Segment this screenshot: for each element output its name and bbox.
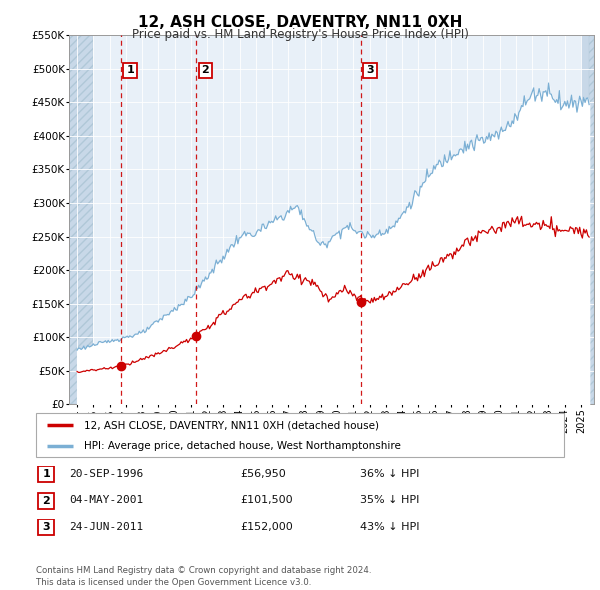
Text: 20-SEP-1996: 20-SEP-1996: [69, 469, 143, 478]
Text: 35% ↓ HPI: 35% ↓ HPI: [360, 496, 419, 505]
Bar: [69, 35, 94, 404]
Text: 3: 3: [366, 65, 374, 76]
Text: 12, ASH CLOSE, DAVENTRY, NN11 0XH: 12, ASH CLOSE, DAVENTRY, NN11 0XH: [138, 15, 462, 30]
Text: 43% ↓ HPI: 43% ↓ HPI: [360, 522, 419, 532]
Text: HPI: Average price, detached house, West Northamptonshire: HPI: Average price, detached house, West…: [83, 441, 400, 451]
Text: 1: 1: [43, 470, 50, 479]
Text: 3: 3: [43, 523, 50, 532]
Text: 2: 2: [43, 496, 50, 506]
Text: Contains HM Land Registry data © Crown copyright and database right 2024.
This d: Contains HM Land Registry data © Crown c…: [36, 566, 371, 587]
Text: £101,500: £101,500: [240, 496, 293, 505]
FancyBboxPatch shape: [38, 493, 54, 509]
Bar: [589, 35, 594, 404]
Text: 12, ASH CLOSE, DAVENTRY, NN11 0XH (detached house): 12, ASH CLOSE, DAVENTRY, NN11 0XH (detac…: [83, 421, 379, 430]
Text: Price paid vs. HM Land Registry's House Price Index (HPI): Price paid vs. HM Land Registry's House …: [131, 28, 469, 41]
FancyBboxPatch shape: [36, 413, 564, 457]
Text: 2: 2: [202, 65, 209, 76]
Text: 24-JUN-2011: 24-JUN-2011: [69, 522, 143, 532]
Text: £56,950: £56,950: [240, 469, 286, 478]
Text: 04-MAY-2001: 04-MAY-2001: [69, 496, 143, 505]
Text: 1: 1: [126, 65, 134, 76]
Bar: [69, 35, 82, 404]
Text: 36% ↓ HPI: 36% ↓ HPI: [360, 469, 419, 478]
Text: £152,000: £152,000: [240, 522, 293, 532]
Bar: [581, 35, 594, 404]
FancyBboxPatch shape: [38, 466, 54, 483]
FancyBboxPatch shape: [38, 520, 54, 536]
